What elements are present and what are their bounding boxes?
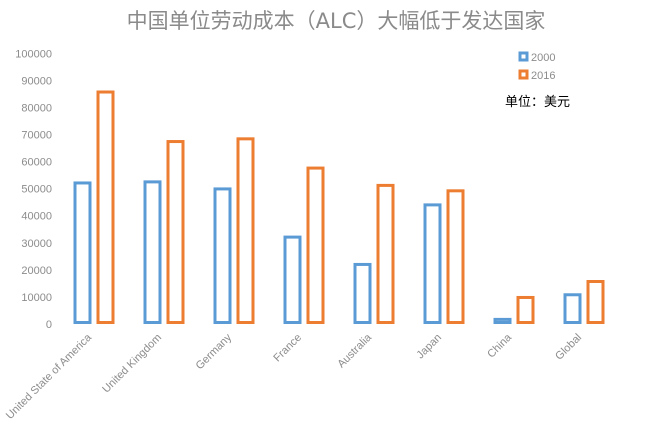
bar-2000-united-state-of-america (73, 181, 92, 324)
bar-2016-australia (376, 183, 395, 324)
x-tick-label: France (271, 332, 304, 365)
bar-2000-united-kingdom (143, 180, 162, 324)
y-tick-label: 0 (46, 319, 52, 331)
y-tick-label: 20000 (21, 265, 52, 277)
x-axis: United State of America United Kingdom Ger… (4, 331, 584, 422)
bar-2016-japan (446, 189, 465, 324)
y-tick-label: 80000 (21, 102, 52, 114)
bar-2016-united-kingdom (166, 140, 185, 324)
y-axis: 0 10000 20000 30000 40000 50000 60000 70000 8000… (15, 48, 52, 331)
bar-2000-germany (213, 187, 232, 324)
legend-swatch-2000 (518, 51, 529, 62)
bar-2016-germany (236, 137, 255, 324)
x-tick-label: United State of America (4, 331, 95, 422)
bar-2016-china (516, 295, 535, 325)
bar-2016-france (306, 166, 325, 324)
bar-2000-global (563, 293, 582, 325)
chart-title: 中国单位劳动成本（ALC）大幅低于发达国家 (127, 9, 546, 33)
legend: 2000 2016 (518, 51, 555, 82)
bar-2016-united-state-of-america (96, 90, 115, 324)
x-tick-label: Global (553, 332, 584, 363)
x-tick-label: Germany (194, 331, 235, 372)
y-tick-label: 60000 (21, 157, 52, 169)
bar-2000-australia (353, 262, 372, 325)
y-tick-label: 30000 (21, 238, 52, 250)
x-tick-label: Australia (335, 331, 374, 370)
y-tick-label: 100000 (15, 48, 52, 60)
bars (73, 90, 605, 325)
unit-annotation: 单位：美元 (505, 95, 570, 110)
y-tick-label: 50000 (21, 184, 52, 196)
x-tick-label: Japan (414, 332, 444, 362)
x-tick-label: China (485, 331, 514, 360)
y-tick-label: 10000 (21, 292, 52, 304)
bar-2000-japan (423, 203, 442, 324)
y-tick-label: 70000 (21, 130, 52, 142)
bar-2000-china (493, 317, 512, 325)
y-tick-label: 90000 (21, 75, 52, 87)
legend-label: 2016 (531, 70, 555, 82)
legend-label: 2000 (531, 52, 555, 64)
bar-2000-france (283, 235, 302, 324)
legend-swatch-2016 (518, 69, 529, 80)
x-tick-label: United Kingdom (100, 332, 164, 396)
bar-2016-global (586, 280, 605, 324)
y-tick-label: 40000 (21, 211, 52, 223)
